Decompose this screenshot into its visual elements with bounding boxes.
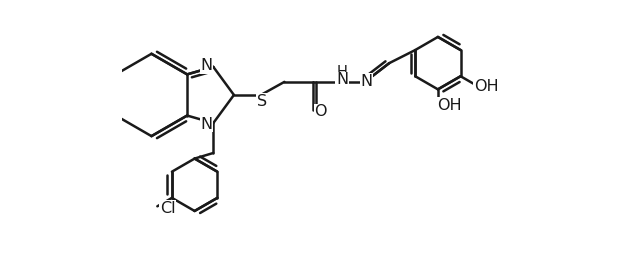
Text: H: H [337,65,348,80]
Text: N: N [360,74,372,89]
Text: Cl: Cl [160,201,175,216]
Text: S: S [257,94,267,109]
Text: O: O [314,104,327,119]
Text: OH: OH [474,79,499,94]
Text: OH: OH [437,97,461,113]
Text: N: N [200,58,212,73]
Text: N: N [336,73,348,87]
Text: N: N [200,117,212,132]
